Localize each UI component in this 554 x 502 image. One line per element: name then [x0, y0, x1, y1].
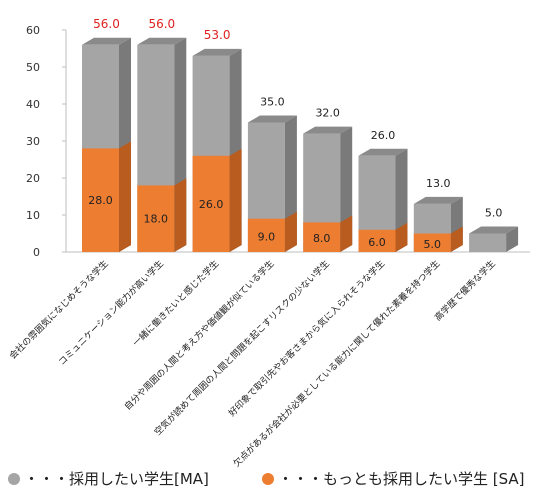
data-labels: 56.0 28.0 56.0 18.0 53.0 26.0 35.0 9.0 32.0 8.0 26…: [88, 17, 502, 251]
y-tick-label: 10: [26, 209, 40, 222]
bars: [82, 37, 519, 253]
y-tick-label: 30: [26, 135, 40, 148]
y-tick-label: 40: [26, 98, 40, 111]
y-tick-label: 20: [26, 172, 40, 185]
data-label-ma: 53.0: [204, 28, 231, 42]
bar-sa-1-side: [174, 178, 187, 252]
bar-ma-4-top: [303, 126, 353, 134]
bar-ma-6-top: [413, 196, 463, 204]
bar-sa-3-side: [284, 211, 297, 252]
bar-ma-7-side: [506, 226, 519, 252]
legend-label-ma: ・・・採用したい学生[MA]: [24, 470, 209, 488]
data-label-sa: 6.0: [368, 236, 386, 249]
bar-sa-2: [192, 148, 242, 252]
bar-sa-2-front: [192, 155, 230, 252]
bar-ma-1-top: [137, 37, 187, 45]
bar-sa-6-front: [413, 233, 451, 252]
data-label-ma: 35.0: [260, 96, 285, 109]
bar-sa-0: [82, 141, 131, 252]
bar-sa-0-front: [82, 148, 119, 252]
data-label-sa: 5.0: [424, 238, 442, 251]
bar-sa-4-side: [340, 215, 353, 252]
y-tick-label: 0: [33, 246, 40, 259]
data-label-sa: 8.0: [313, 232, 331, 245]
bar-ma-3-top: [247, 115, 297, 123]
category-label: 一緒に働きたいと感じた学生: [130, 258, 221, 349]
bar-sa-5: [358, 222, 408, 252]
legend: ・・・採用したい学生[MA] ・・・もっとも採用したい学生 [SA]: [0, 468, 554, 496]
y-tick-label: 50: [26, 61, 40, 74]
data-label-sa: 18.0: [144, 213, 169, 226]
bar-sa-2-side: [229, 148, 242, 252]
legend-swatch-ma: [8, 472, 20, 485]
x-axis-labels: 会社の雰囲気になじめそうな学生コミュニケーション能力が高い学生一緒に働きたいと感…: [7, 258, 498, 470]
bar-sa-3: [247, 211, 297, 252]
category-label: 会社の雰囲気になじめそうな学生: [7, 258, 111, 362]
data-label-ma: 26.0: [371, 129, 396, 142]
bar-chart: 0 10 20 30 40 50 60 56.0 28.0 56.0 18.0 53.0 26.0 35…: [7, 17, 530, 470]
bar-sa-0-side: [119, 141, 131, 252]
data-label-sa: 9.0: [258, 230, 276, 243]
category-label: 高学歴で優秀な学生: [432, 258, 498, 324]
y-tick-label: 60: [26, 24, 40, 37]
legend-item-sa: ・・・もっとも採用したい学生 [SA]: [262, 468, 525, 489]
category-label: 欠点があるが会社が必要としている能力に関して優れた素養を持つ学生: [231, 258, 443, 470]
data-label-sa: 28.0: [88, 194, 113, 207]
legend-label-sa: ・・・もっとも採用したい学生 [SA]: [278, 470, 525, 488]
bar-sa-3-front: [247, 218, 285, 252]
bar-ma-7-top: [469, 226, 519, 234]
bar-ma-2-top: [192, 48, 242, 56]
bar-sa-1: [137, 178, 187, 252]
data-label-ma: 56.0: [148, 17, 175, 31]
bar-sa-4-front: [303, 222, 341, 252]
bar-sa-6: [413, 226, 463, 252]
bar-ma-7: [469, 226, 519, 252]
bar-ma-5-top: [358, 148, 408, 156]
category-label: コミュニケーション能力が高い学生: [56, 258, 166, 368]
bar-ma-0-top: [82, 37, 131, 45]
bar-sa-5-front: [358, 229, 396, 252]
legend-swatch-sa: [262, 472, 274, 485]
bar-sa-4: [303, 215, 353, 252]
legend-item-ma: ・・・採用したい学生[MA]: [8, 468, 209, 489]
bar-ma-7-front: [469, 233, 507, 252]
bar-sa-6-side: [450, 226, 463, 252]
data-label-ma: 13.0: [426, 177, 451, 190]
bar-sa-5-side: [395, 222, 408, 252]
data-label-ma: 56.0: [93, 17, 120, 31]
data-label-sa: 26.0: [199, 198, 224, 211]
data-label-ma: 32.0: [315, 107, 340, 120]
bar-sa-1-front: [137, 185, 175, 252]
data-label-ma: 5.0: [485, 207, 503, 220]
